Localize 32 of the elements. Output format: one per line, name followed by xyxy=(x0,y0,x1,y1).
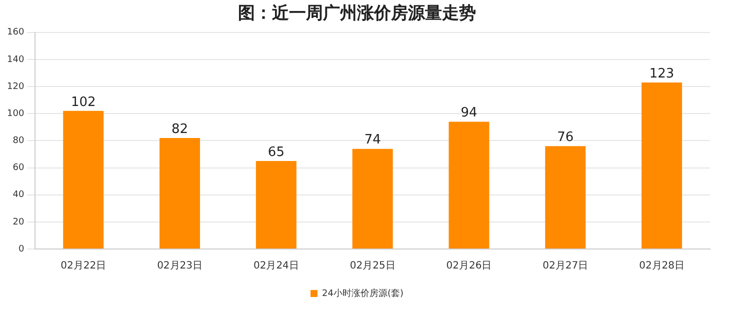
y-tick-label: 0 xyxy=(18,244,24,254)
x-tick-label: 02月26日 xyxy=(446,260,492,272)
y-tick-label: 140 xyxy=(6,54,24,65)
y-tick-label: 100 xyxy=(6,108,24,119)
x-tick-label: 02月27日 xyxy=(542,260,588,272)
data-label: 82 xyxy=(172,122,188,137)
x-tick-label: 02月22日 xyxy=(60,260,106,272)
bar xyxy=(545,146,586,248)
bar xyxy=(352,148,393,248)
data-label: 74 xyxy=(364,132,381,148)
x-tick-label: 02月25日 xyxy=(350,260,396,272)
bar xyxy=(256,161,296,248)
data-label: 102 xyxy=(70,94,96,110)
data-label: 123 xyxy=(649,66,674,82)
chart-title: 图：近一周广州涨价房源量走势 xyxy=(238,4,476,24)
legend-label: 24小时涨价房源(套) xyxy=(322,288,404,299)
y-tick-label: 160 xyxy=(6,28,24,38)
bar xyxy=(448,122,490,248)
x-tick-label: 02月28日 xyxy=(639,260,685,272)
data-label: 65 xyxy=(268,144,284,160)
x-tick-label: 02月24日 xyxy=(253,260,299,272)
bar xyxy=(63,110,104,248)
y-tick-label: 120 xyxy=(6,82,24,92)
bar xyxy=(642,82,682,248)
y-tick-label: 20 xyxy=(12,217,24,228)
y-tick-label: 40 xyxy=(12,190,24,200)
data-label: 94 xyxy=(460,106,478,121)
x-tick-label: 02月23日 xyxy=(157,260,203,272)
y-tick-label: 60 xyxy=(12,163,24,174)
y-tick-label: 80 xyxy=(12,136,24,146)
bar xyxy=(160,138,200,248)
data-label: 76 xyxy=(557,130,574,145)
